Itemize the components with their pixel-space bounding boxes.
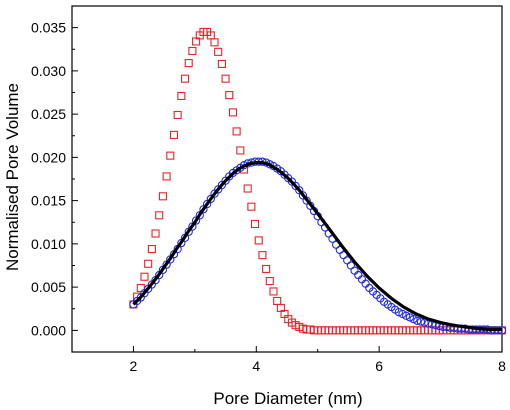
square-point <box>210 38 219 47</box>
fit-line <box>132 161 502 332</box>
square-point <box>262 264 271 274</box>
line-series <box>132 161 502 332</box>
square-point <box>228 108 237 117</box>
square-point <box>214 47 223 56</box>
ticks-layer: 2 4 6 8 0.000 0.005 0.010 0.015 0.020 0.025 0.030 0… <box>31 20 506 374</box>
y-tick-label: 0.020 <box>31 149 66 165</box>
square-point <box>247 202 256 211</box>
square-point <box>140 272 149 281</box>
square-point <box>169 130 179 139</box>
square-point <box>251 219 260 229</box>
square-point <box>221 74 230 83</box>
x-tick-label: 4 <box>252 358 260 374</box>
square-point <box>217 59 226 69</box>
square-point <box>236 146 245 155</box>
circle-point <box>188 222 197 231</box>
square-markers-series <box>129 27 507 335</box>
square-point <box>144 259 153 268</box>
square-point <box>155 211 164 220</box>
circle-markers-series <box>129 157 507 335</box>
square-point <box>273 296 282 306</box>
square-point <box>173 110 182 120</box>
x-tick-label: 8 <box>498 358 506 374</box>
square-point <box>254 236 263 245</box>
x-tick-label: 2 <box>130 358 138 374</box>
y-tick-label: 0.000 <box>31 322 66 338</box>
square-point <box>265 277 274 286</box>
y-tick-label: 0.030 <box>31 63 66 79</box>
y-tick-label: 0.010 <box>31 236 66 252</box>
square-point <box>151 229 160 238</box>
square-point <box>180 74 190 83</box>
square-point <box>162 172 171 181</box>
y-axis-title: Normalised Pore Volume <box>3 83 22 271</box>
x-axis-title: Pore Diameter (nm) <box>213 389 362 408</box>
square-point <box>258 251 267 260</box>
square-point <box>269 287 278 296</box>
series-layer <box>129 27 507 335</box>
square-point <box>147 245 156 254</box>
y-tick-label: 0.015 <box>31 193 66 209</box>
square-point <box>158 192 167 201</box>
square-point <box>188 46 197 56</box>
square-point <box>177 91 186 101</box>
y-tick-label: 0.025 <box>31 106 66 122</box>
y-tick-label: 0.005 <box>31 279 66 295</box>
y-tick-label: 0.035 <box>31 20 66 36</box>
square-point <box>136 283 145 293</box>
square-point <box>225 91 234 100</box>
square-point <box>232 127 241 136</box>
x-tick-label: 6 <box>375 358 383 374</box>
square-point <box>166 151 175 160</box>
square-point <box>243 184 252 193</box>
square-point <box>184 59 193 68</box>
